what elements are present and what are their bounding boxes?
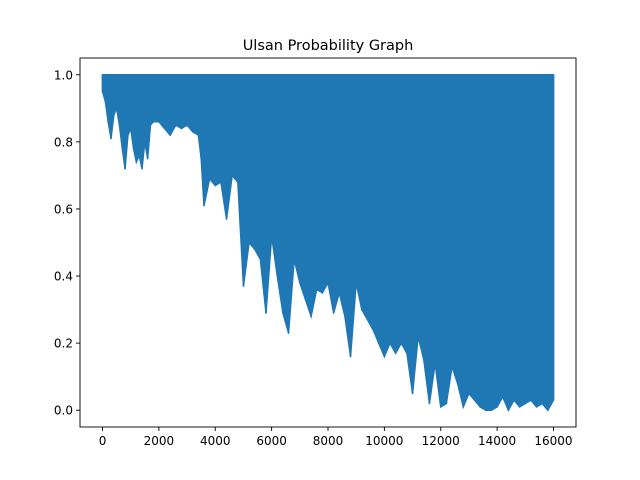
x-tick-label: 0 [99, 434, 107, 448]
y-tick-label: 0.8 [54, 135, 73, 149]
y-axis: 0.0 0.2 0.4 0.6 0.8 1.0 [54, 68, 80, 418]
chart-title: Ulsan Probability Graph [243, 38, 414, 54]
y-tick-label: 0.2 [54, 337, 73, 351]
y-tick-label: 0.4 [54, 270, 73, 284]
x-axis: 0 2000 4000 6000 8000 10000 12000 14000 16000 [99, 427, 573, 448]
y-tick-label: 0.6 [54, 202, 73, 216]
plot-area [101, 73, 555, 412]
y-tick-label: 0.0 [54, 404, 73, 418]
x-tick-label: 14000 [478, 434, 516, 448]
x-tick-label: 10000 [365, 434, 403, 448]
x-tick-label: 6000 [256, 434, 287, 448]
x-tick-label: 4000 [200, 434, 231, 448]
y-tick-label: 1.0 [54, 68, 73, 82]
x-tick-label: 8000 [313, 434, 344, 448]
series-area-0 [101, 74, 555, 412]
x-tick-label: 2000 [144, 434, 175, 448]
x-tick-label: 12000 [422, 434, 460, 448]
x-tick-label: 16000 [534, 434, 572, 448]
